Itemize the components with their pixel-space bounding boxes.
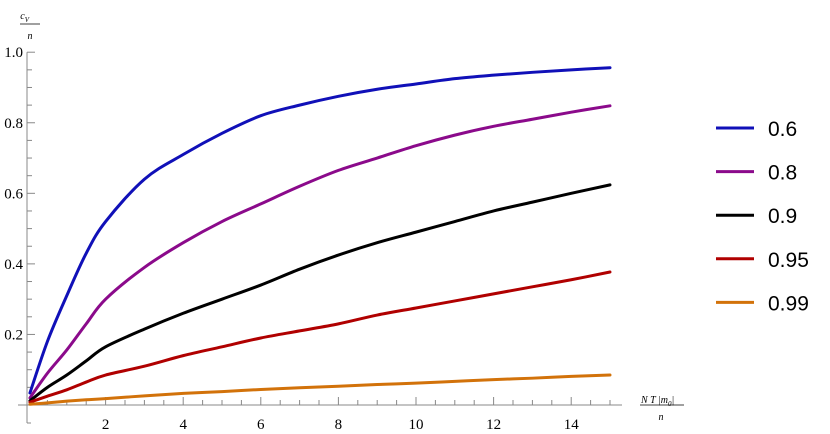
svg-text:cV: cV — [20, 11, 29, 24]
x-axis-label: N T |m0| n — [640, 395, 684, 423]
series-line-0-6 — [28, 66, 612, 395]
x-tick-label: 4 — [179, 417, 187, 433]
series-line-0-9 — [28, 183, 612, 403]
y-axis-label: cV n — [20, 11, 40, 42]
legend-item: 0.9 — [716, 205, 797, 228]
x-tick-label: 14 — [564, 417, 580, 433]
svg-text:n: n — [659, 412, 664, 423]
legend-label: 0.95 — [768, 249, 809, 272]
legend-label: 0.9 — [768, 205, 797, 228]
legend: 0.6 0.8 0.9 0.95 0.99 — [716, 118, 809, 315]
legend-label: 0.8 — [768, 162, 797, 185]
x-tick-label: 2 — [102, 417, 110, 433]
legend-item: 0.8 — [716, 162, 797, 185]
legend-item: 0.95 — [716, 249, 809, 272]
legend-item: 0.99 — [716, 292, 809, 315]
y-tick-label: 0.4 — [4, 257, 23, 273]
svg-text:N T |m0|: N T |m0| — [640, 395, 674, 408]
series-lines — [28, 66, 612, 406]
tick-labels: 0.2 0.4 0.6 0.8 1.0 2 4 6 8 10 12 14 — [4, 45, 579, 433]
x-tick-label: 10 — [409, 417, 424, 433]
x-tick-label: 8 — [335, 417, 343, 433]
axis-ticks — [27, 51, 611, 405]
x-tick-label: 6 — [257, 417, 265, 433]
y-tick-label: 0.8 — [4, 116, 23, 132]
y-tick-label: 0.2 — [4, 327, 23, 343]
legend-label: 0.99 — [768, 292, 809, 315]
series-line-0-8 — [28, 104, 612, 400]
y-tick-label: 1.0 — [4, 45, 23, 61]
legend-label: 0.6 — [768, 118, 797, 141]
x-tick-label: 12 — [486, 417, 501, 433]
series-line-0-95 — [28, 270, 612, 404]
legend-item: 0.6 — [716, 118, 797, 141]
axes — [18, 52, 622, 424]
y-tick-label: 0.6 — [4, 186, 23, 202]
series-line-0-99 — [28, 373, 612, 406]
svg-text:n: n — [28, 31, 33, 42]
